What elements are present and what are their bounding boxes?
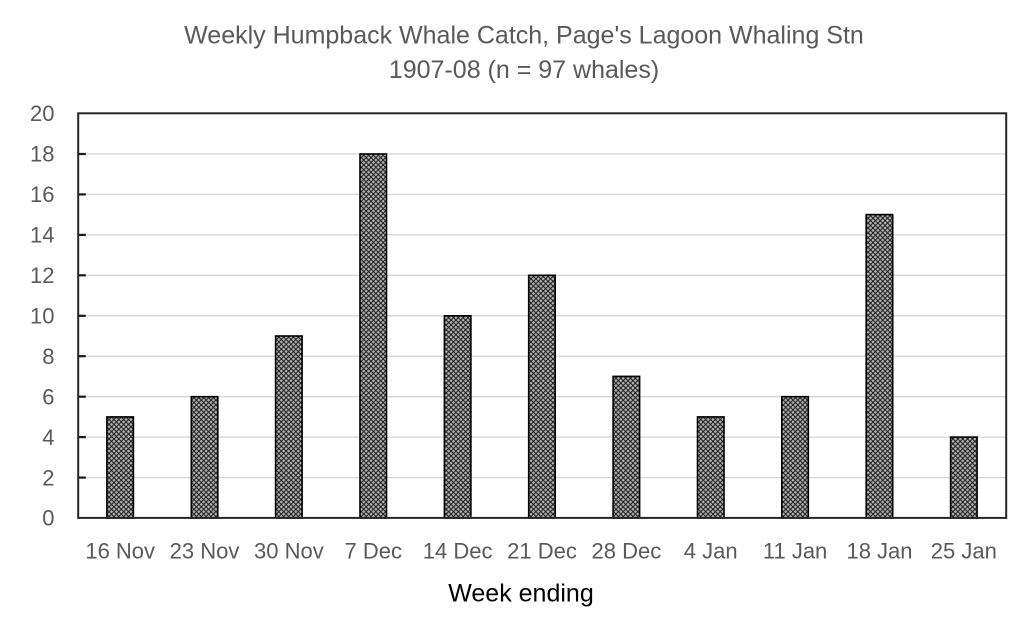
svg-text:30 Nov: 30 Nov [254,538,324,563]
svg-text:6: 6 [42,384,54,409]
svg-text:Week ending: Week ending [448,580,593,608]
svg-text:21 Dec: 21 Dec [507,538,577,563]
svg-text:10: 10 [30,304,54,329]
svg-text:14: 14 [30,223,54,248]
svg-text:28 Dec: 28 Dec [592,538,662,563]
svg-text:7 Dec: 7 Dec [345,538,402,563]
svg-text:20: 20 [30,101,54,126]
svg-text:4 Jan: 4 Jan [684,538,738,563]
svg-text:18 Jan: 18 Jan [846,538,912,563]
svg-text:11 Jan: 11 Jan [763,538,827,563]
svg-text:2: 2 [42,465,54,490]
svg-text:Weekly Humpback Whale Catch, P: Weekly Humpback Whale Catch, Page's Lago… [184,21,864,49]
svg-text:14 Dec: 14 Dec [423,538,493,563]
svg-text:25 Jan: 25 Jan [931,538,997,563]
svg-text:12: 12 [30,263,54,288]
svg-text:16 Nov: 16 Nov [85,538,155,563]
svg-text:23 Nov: 23 Nov [170,538,240,563]
svg-text:18: 18 [30,142,54,167]
svg-text:16: 16 [30,182,54,207]
svg-text:0: 0 [42,506,54,531]
svg-text:8: 8 [42,344,54,369]
svg-text:1907-08 (n = 97 whales): 1907-08 (n = 97 whales) [389,56,659,84]
svg-text:4: 4 [42,425,54,450]
